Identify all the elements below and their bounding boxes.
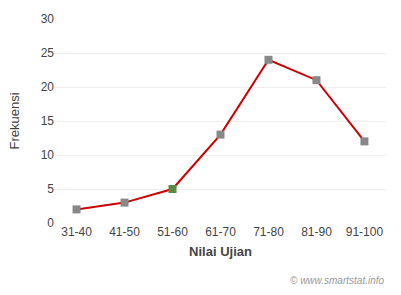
svg-text:© www.smartstat.info: © www.smartstat.info <box>290 275 384 286</box>
svg-text:10: 10 <box>41 148 55 162</box>
svg-text:31-40: 31-40 <box>61 225 92 239</box>
svg-text:61-70: 61-70 <box>205 225 236 239</box>
svg-text:25: 25 <box>41 46 55 60</box>
svg-text:91-100: 91-100 <box>346 225 384 239</box>
svg-text:Frekuensi: Frekuensi <box>7 92 22 149</box>
svg-text:51-60: 51-60 <box>157 225 188 239</box>
svg-text:41-50: 41-50 <box>109 225 140 239</box>
svg-text:71-80: 71-80 <box>253 225 284 239</box>
svg-text:30: 30 <box>41 12 55 26</box>
svg-text:20: 20 <box>41 80 55 94</box>
svg-text:5: 5 <box>47 182 54 196</box>
svg-text:15: 15 <box>41 114 55 128</box>
svg-text:Nilai Ujian: Nilai Ujian <box>189 244 252 259</box>
svg-text:0: 0 <box>47 216 54 230</box>
svg-text:81-90: 81-90 <box>301 225 332 239</box>
